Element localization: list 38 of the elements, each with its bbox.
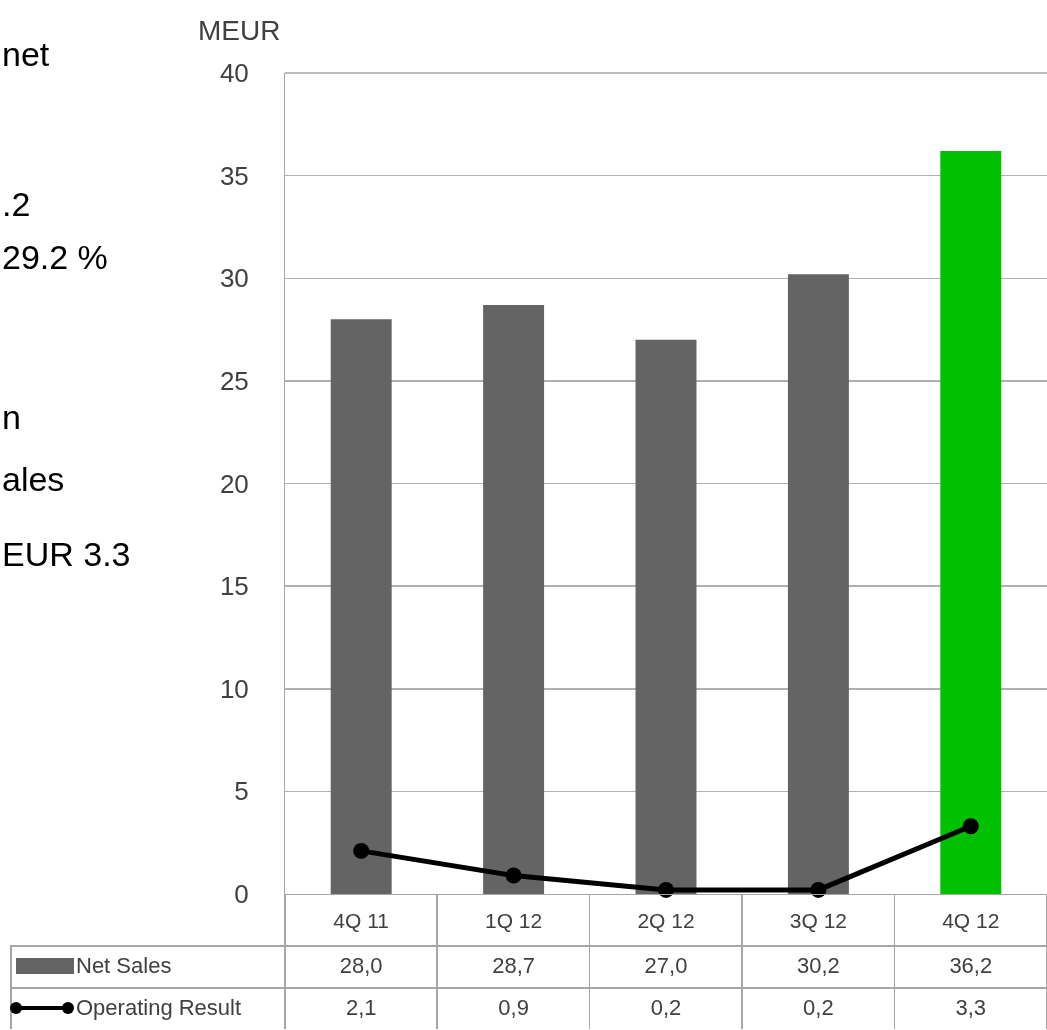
data-label: 28,0 [338, 952, 384, 980]
text: ales [2, 460, 65, 499]
text: .2 [2, 185, 31, 224]
y-tick-label: 0 [234, 879, 249, 910]
bar [483, 304, 545, 894]
bar [330, 319, 392, 894]
bar [787, 274, 849, 894]
x-tick-label: 1Q 12 [484, 909, 543, 933]
y-tick-label: 5 [234, 776, 249, 807]
bar [635, 339, 697, 894]
y-axis-title: MEUR [198, 15, 281, 46]
data-label: 27,0 [643, 952, 689, 980]
data-label: 0,2 [649, 994, 683, 1022]
data-label: 0,2 [802, 994, 835, 1022]
y-tick-label: 40 [219, 58, 249, 89]
data-label: 36,2 [948, 952, 994, 980]
bar [940, 151, 1002, 894]
data-label: 30,2 [795, 952, 841, 980]
text: net [2, 35, 50, 74]
legend-label: Operating Result [76, 995, 242, 1021]
text: EUR 3.3 [2, 535, 131, 574]
legend-label: Net Sales [76, 953, 172, 979]
x-tick-label: 3Q 12 [789, 909, 848, 933]
y-tick-label: 35 [219, 160, 249, 191]
y-tick-label: 10 [219, 673, 249, 704]
y-tick-label: 30 [219, 263, 249, 294]
x-tick-label: 4Q 12 [942, 909, 1000, 933]
text: n [2, 398, 21, 437]
text: 29.2 % [2, 238, 108, 277]
y-tick-label: 15 [219, 571, 249, 602]
x-tick-label: 4Q 11 [333, 909, 390, 933]
data-label: 3,3 [954, 994, 988, 1022]
y-tick-label: 25 [219, 365, 249, 396]
data-label: 2,1 [344, 994, 378, 1022]
data-label: 0,9 [497, 994, 530, 1022]
data-label: 28,7 [491, 952, 536, 980]
x-tick-label: 2Q 12 [637, 909, 695, 933]
y-tick-label: 20 [219, 468, 249, 499]
